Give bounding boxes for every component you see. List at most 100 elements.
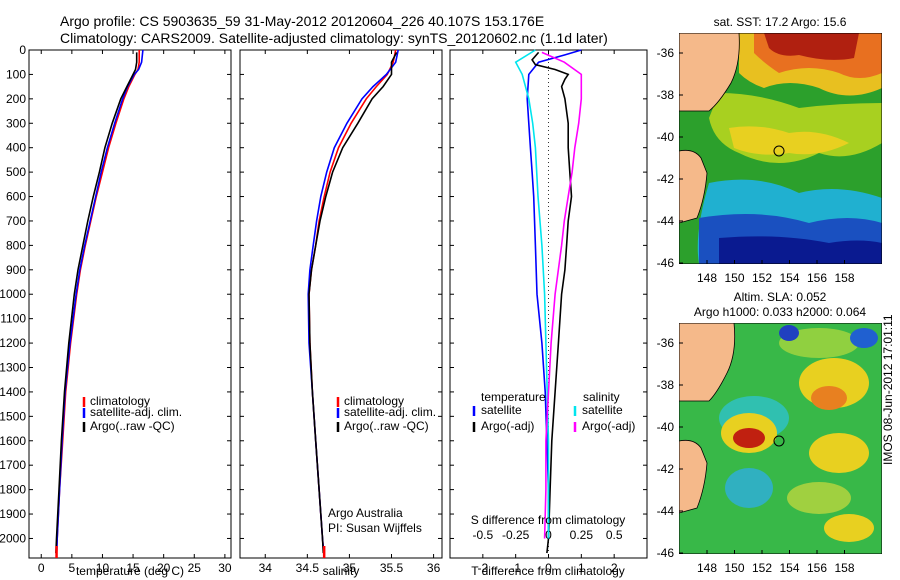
x-tick-label: 34.5 (296, 561, 320, 575)
sla-lon-axis: 148 150 152 154 156 158 (697, 550, 855, 575)
series-line-climatology (55, 50, 140, 559)
salinity-xlabel: salinity (323, 564, 360, 578)
legend-label-argo: Argo(..raw -QC) (344, 419, 429, 433)
depth-tick-label: 1100 (0, 312, 26, 326)
sla-land-mainland (679, 323, 736, 402)
series-line-salinity-argo-adj- (541, 51, 583, 539)
sst-coldest-band (719, 236, 882, 264)
sla-map-title2: Argo h1000: 0.033 h2000: 0.064 (694, 305, 866, 319)
sla-blob-yellow-se (809, 433, 869, 473)
sla-blob-cyan-s (725, 468, 773, 508)
depth-axis: 0 100 200 300 400 500 600 700 800 900 1000 1100 1200… (0, 43, 231, 545)
x-tick-label: 0 (38, 561, 45, 575)
x-tick-label: 20 (157, 561, 171, 575)
annotation-pi: PI: Susan Wijffels (328, 521, 422, 535)
legend-header-salinity: salinity (583, 390, 620, 404)
lon-tick-label: 148 (697, 271, 717, 285)
depth-tick-label: 1000 (0, 287, 26, 301)
legend-label-satellite: satellite-adj. clim. (344, 405, 436, 419)
series-line-temperature-satellite (526, 49, 582, 539)
sst-lon-axis: 148 150 152 154 156 158 (697, 260, 855, 285)
lon-tick-label: 152 (752, 561, 772, 575)
sla-land-tasmania (679, 439, 708, 514)
sla-map-title1: Altim. SLA: 0.052 (734, 290, 827, 304)
difference-x-axis: -2 -1 0 1 2 (477, 50, 618, 575)
sst-yellow-band (729, 126, 849, 155)
legend-label-climatology: climatology (344, 394, 404, 408)
salinity-axes-frame (239, 49, 443, 559)
header-line1: Argo profile: CS 5903635_59 31-May-2012 … (60, 13, 544, 29)
depth-tick-label: 400 (6, 141, 26, 155)
depth-tick-label: 1900 (0, 507, 26, 521)
sst-hottest-core (764, 33, 859, 60)
salinity-series (307, 49, 399, 559)
depth-tick-label: 1500 (0, 409, 26, 423)
difference-panel: -2 -1 0 1 2 -0.5 -0.25 0 0.25 0.5 temperature sa… (449, 49, 648, 578)
sst-map: sat. SST: 17.2 Argo: 15.6 -36 -38 -40 -42 -4… (657, 15, 882, 285)
salinity-difference-x-axis: -0.5 -0.25 0 0.25 0.5 (472, 528, 622, 542)
sla-blob-north (779, 328, 859, 358)
lat-tick-label: -36 (657, 46, 675, 60)
sla-blob-yellow-s (824, 514, 874, 542)
x-tick-label: 0 (545, 561, 552, 575)
x2-tick-label: 0.5 (606, 528, 623, 542)
lat-tick-label: -36 (657, 336, 675, 350)
lon-tick-label: 158 (834, 271, 854, 285)
lon-tick-label: 148 (697, 561, 717, 575)
lat-tick-label: -46 (657, 256, 675, 270)
x-tick-label: 25 (188, 561, 202, 575)
salinity-difference-xlabel: S difference from climatology (471, 513, 626, 527)
salinity-panel: 34 34.5 35 35.5 36 climatology satellite-adj… (239, 49, 443, 578)
lat-tick-label: -38 (657, 88, 675, 102)
depth-tick-label: 500 (6, 165, 26, 179)
legend-label-satellite: satellite-adj. clim. (90, 405, 182, 419)
sla-blob-green-s (787, 482, 851, 514)
sst-lat-axis: -36 -38 -40 -42 -44 -46 (657, 46, 683, 270)
sla-lat-axis: -36 -38 -40 -42 -44 -46 (657, 336, 683, 560)
x2-tick-label: -0.25 (502, 528, 530, 542)
sst-land-mainland (679, 33, 740, 112)
sla-map: Altim. SLA: 0.052 Argo h1000: 0.033 h200… (657, 290, 882, 575)
depth-tick-label: 1200 (0, 336, 26, 350)
sst-map-image (679, 33, 882, 264)
annotation-argo-australia: Argo Australia (328, 506, 403, 520)
x2-tick-label: -0.5 (472, 528, 493, 542)
depth-tick-label: 1800 (0, 483, 26, 497)
series-line-satellite-adj-clim- (307, 49, 399, 559)
series-line-climatology (308, 49, 397, 559)
x-tick-label: 36 (427, 561, 441, 575)
legend-label-s-satellite: satellite (582, 403, 623, 417)
x-tick-label: 2 (611, 561, 618, 575)
depth-tick-label: 1700 (0, 458, 26, 472)
sla-map-image (679, 323, 882, 554)
x-tick-label: 30 (218, 561, 232, 575)
x-tick-label: 34 (259, 561, 273, 575)
series-line-salinity-satellite (514, 49, 550, 539)
depth-tick-label: 800 (6, 238, 26, 252)
lon-tick-label: 152 (752, 271, 772, 285)
salinity-legend: climatology satellite-adj. clim. Argo(..… (336, 394, 436, 433)
depth-tick-label: 0 (19, 43, 26, 57)
sla-argo-marker (773, 435, 785, 447)
temperature-legend: climatology satellite-adj. clim. Argo(..… (82, 394, 182, 433)
salinity-x-axis: 34 34.5 35 35.5 36 (259, 50, 441, 575)
lon-tick-label: 150 (724, 271, 744, 285)
sla-blob-blue-ne (850, 328, 878, 348)
x2-tick-label: 0.25 (570, 528, 594, 542)
temperature-panel: 0100200300400500600700800900100011001200… (0, 43, 232, 578)
lon-tick-label: 158 (834, 561, 854, 575)
sla-blob-red (733, 428, 765, 448)
depth-tick-label: 1400 (0, 385, 26, 399)
series-line-argo-raw-qc- (55, 52, 138, 554)
legend-label-t-satellite: satellite (481, 403, 522, 417)
x-tick-label: 10 (96, 561, 110, 575)
lon-tick-label: 156 (807, 271, 827, 285)
series-line-satellite-adj-clim- (55, 49, 144, 559)
legend-label-argo: Argo(..raw -QC) (90, 419, 175, 433)
difference-legend: temperature salinity satellite Argo(-adj… (472, 390, 635, 433)
legend-header-temperature: temperature (481, 390, 546, 404)
temperature-difference-xlabel: T difference from climatology (471, 564, 625, 578)
x-tick-label: -1 (510, 561, 521, 575)
depth-tick-label: 300 (6, 116, 26, 130)
